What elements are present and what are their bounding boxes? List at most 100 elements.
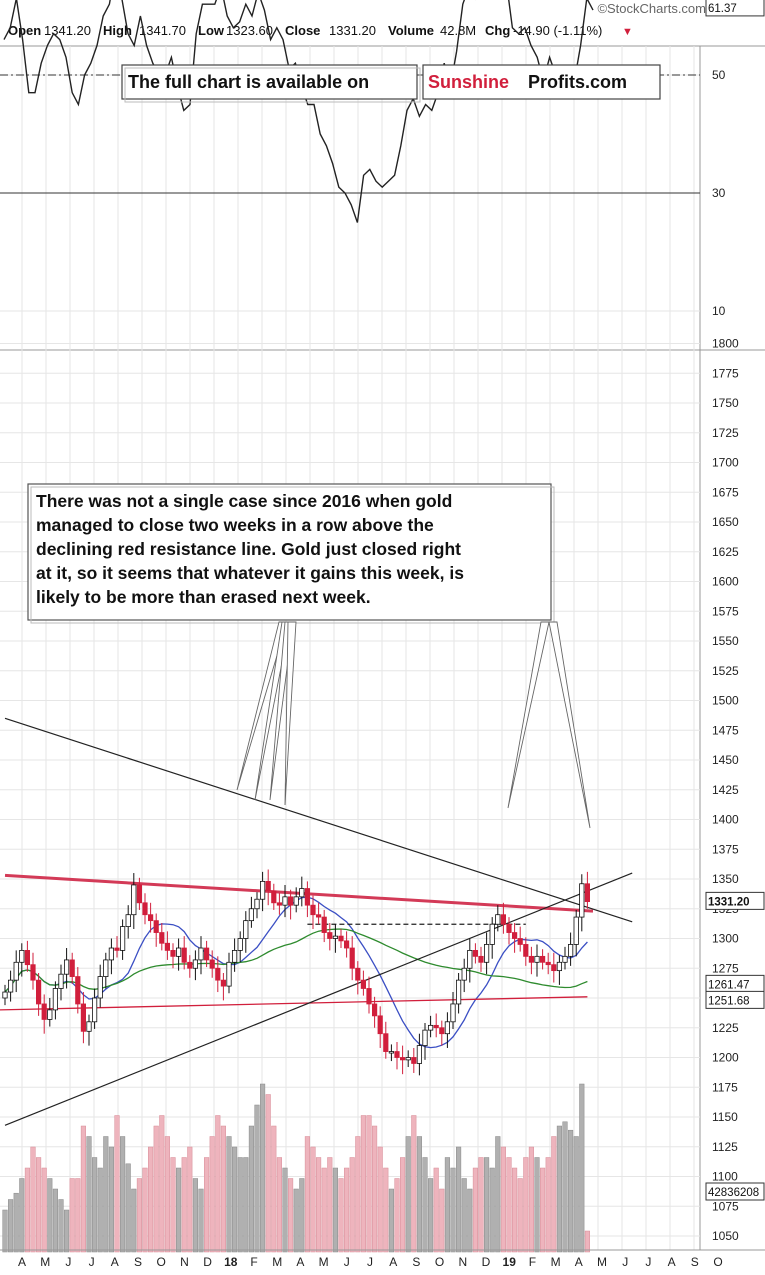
price-tick-label: 1525	[712, 664, 739, 678]
volume-bar	[103, 1136, 109, 1253]
price-tick-label: 1150	[712, 1110, 738, 1124]
volume-bar	[13, 1192, 19, 1253]
ohlc-label-open: Open	[8, 23, 41, 38]
candle-body	[455, 979, 462, 1005]
volume-bar	[383, 1167, 389, 1253]
candle-body	[439, 1027, 445, 1035]
volume-bar	[92, 1157, 98, 1253]
annotation-text: There was not a single case since 2016 w…	[36, 491, 464, 607]
volume-bar	[556, 1125, 562, 1253]
candle-body	[86, 1021, 92, 1032]
ma-green-tag: 1251.68	[708, 995, 750, 1007]
x-tick-label: 19	[503, 1255, 517, 1269]
price-tick-label: 1775	[712, 366, 739, 380]
rsi-tick-label: 30	[712, 186, 726, 200]
candle-body	[461, 967, 467, 981]
volume-bar	[86, 1136, 92, 1253]
price-tick-label: 1100	[712, 1170, 738, 1184]
volume-bar	[478, 1157, 484, 1253]
x-tick-label: O	[157, 1255, 166, 1269]
x-tick-label: J	[367, 1255, 373, 1269]
volume-bar	[24, 1167, 30, 1253]
candle-body	[388, 1051, 395, 1054]
candle-body	[551, 964, 557, 972]
price-tick-label: 1625	[712, 545, 739, 559]
candle-body	[416, 1045, 423, 1064]
down-arrow-icon: ▼	[622, 26, 633, 38]
x-tick-label: M	[551, 1255, 561, 1269]
volume-bar	[523, 1157, 529, 1253]
volume-bar	[299, 1178, 305, 1253]
candle-body	[556, 961, 563, 972]
candle-body	[562, 955, 568, 963]
volume-bar	[69, 1178, 75, 1253]
ohlc-value-low: 1323.60	[226, 23, 273, 38]
candle-body	[192, 959, 198, 969]
volume-bar	[209, 1136, 215, 1253]
price-tick-label: 1050	[712, 1229, 739, 1243]
volume-bar	[265, 1094, 271, 1253]
candle-body	[383, 1033, 389, 1052]
price-tick-label: 1800	[712, 337, 739, 351]
candle-body	[304, 888, 311, 906]
volume-bar	[232, 1146, 238, 1253]
x-tick-label: 18	[224, 1255, 238, 1269]
candle-body	[52, 988, 59, 1011]
candle-body	[427, 1024, 434, 1031]
price-tick-label: 1425	[712, 783, 739, 797]
volume-bar	[148, 1146, 154, 1253]
x-tick-label: N	[180, 1255, 189, 1269]
volume-bar	[360, 1115, 366, 1253]
promo-text: The full chart is available on	[128, 72, 369, 92]
volume-bar	[187, 1146, 193, 1253]
candle-body	[203, 947, 210, 961]
candle-body	[254, 898, 260, 910]
volume-bar	[400, 1157, 406, 1253]
candle-body	[265, 880, 271, 892]
volume-bar	[551, 1136, 557, 1253]
volume-bar	[321, 1167, 327, 1253]
header-bar: ©StockCharts.com Open 1341.20 High 1341.70 L…	[0, 0, 765, 46]
volume-bar	[64, 1209, 70, 1253]
price-tick-label: 1275	[712, 961, 739, 975]
x-tick-label: F	[529, 1255, 536, 1269]
promo-brand-black[interactable]: Profits.com	[528, 72, 627, 92]
promo-brand-red[interactable]: Sunshine	[428, 72, 509, 92]
candle-body	[299, 888, 305, 898]
stockcharts-brand[interactable]: ©StockCharts.com	[597, 1, 706, 16]
ma-green-tag-box	[705, 990, 765, 1009]
candle-body	[80, 1003, 86, 1032]
volume-bar	[366, 1115, 372, 1253]
volume-bar	[416, 1136, 422, 1253]
ohlc-label-volume: Volume	[388, 23, 434, 38]
price-tick-label: 1075	[712, 1199, 739, 1213]
volume-bar	[394, 1178, 400, 1253]
candle-body	[164, 942, 170, 951]
callout-pointer	[507, 621, 550, 809]
candle-body	[545, 961, 551, 966]
volume-bar	[495, 1136, 501, 1253]
volume-bar	[568, 1129, 574, 1253]
volume-bar	[125, 1163, 131, 1253]
price-tick-label: 1700	[712, 456, 739, 470]
volume-bar	[439, 1188, 445, 1253]
candle-body	[259, 880, 266, 900]
volume-bar	[584, 1230, 590, 1253]
x-tick-label: A	[296, 1255, 304, 1269]
volume-bar	[327, 1157, 333, 1253]
candle-body	[153, 920, 159, 933]
price-tick-label: 1175	[712, 1080, 738, 1094]
candle-body	[170, 950, 176, 957]
volume-bar	[411, 1115, 417, 1253]
volume-bar	[377, 1146, 383, 1253]
volume-bar	[153, 1125, 159, 1253]
annotation-line: likely to be more than erased next week.	[36, 587, 371, 607]
candle-body	[114, 947, 120, 951]
candle-body	[315, 914, 322, 918]
volume-bar	[579, 1083, 585, 1253]
candle-body	[467, 950, 473, 969]
x-tick-label: O	[713, 1255, 722, 1269]
candle-body	[142, 902, 148, 916]
candle-body	[310, 904, 316, 916]
volume-bar	[573, 1136, 579, 1253]
